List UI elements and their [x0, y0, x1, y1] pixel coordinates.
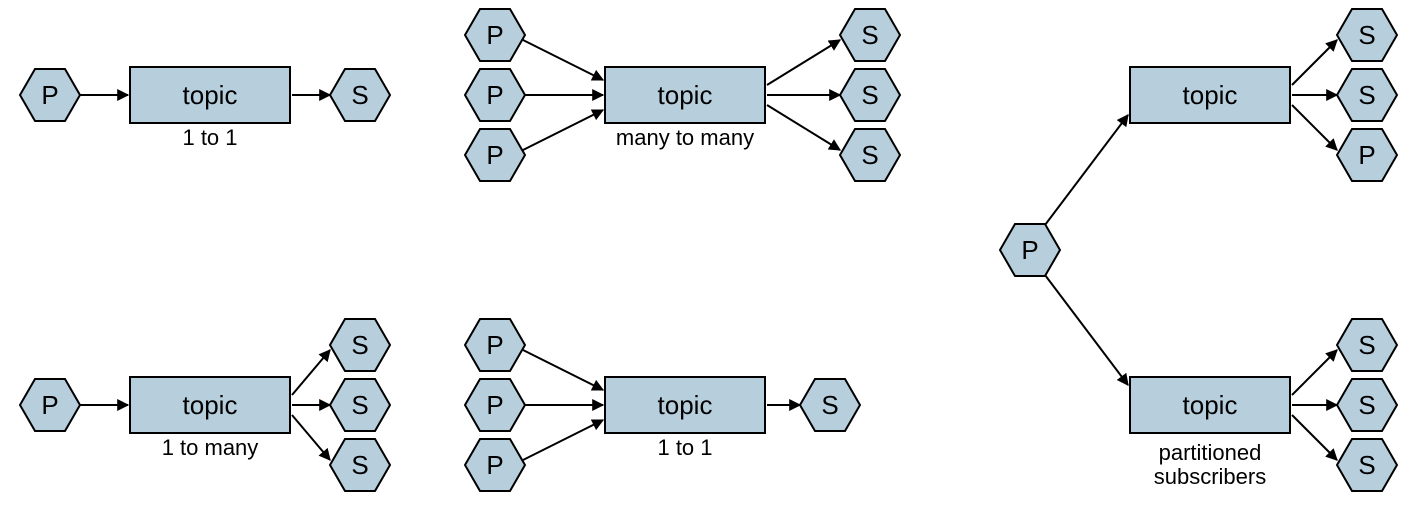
node-label: P [486, 390, 503, 420]
node-label: P [486, 20, 503, 50]
node-label: P [486, 330, 503, 360]
flow-arrow [292, 415, 330, 460]
flow-arrow [1292, 415, 1337, 460]
node-label: S [1358, 20, 1375, 50]
flow-arrow [1292, 40, 1337, 85]
diagram-caption: 1 to 1 [657, 435, 712, 460]
node-label: P [41, 390, 58, 420]
node-label: S [861, 80, 878, 110]
pubsub-patterns-diagram: topicPS1 to 1topicPPPSSSmany to manytopi… [0, 0, 1411, 514]
node-label: S [1358, 80, 1375, 110]
diagram-caption: 1 to 1 [182, 125, 237, 150]
node-label: P [1021, 235, 1038, 265]
diagram-many-to-one: topicPPPS1 to 1 [465, 319, 860, 491]
diagram-many-to-many: topicPPPSSSmany to many [465, 9, 900, 181]
flow-arrow [292, 350, 330, 395]
flow-arrow [767, 105, 840, 150]
topic-label: topic [183, 80, 238, 110]
node-label: P [41, 80, 58, 110]
flow-arrow [1045, 275, 1128, 385]
topic-label: topic [183, 390, 238, 420]
node-label: P [486, 140, 503, 170]
node-label: S [1358, 450, 1375, 480]
diagram-one-to-many: topicPSSS1 to many [20, 319, 390, 491]
flow-arrow [523, 350, 603, 390]
flow-arrow [523, 420, 603, 460]
node-label: S [821, 390, 838, 420]
diagram-caption: partitionedsubscribers [1154, 440, 1266, 489]
topic-label: topic [658, 390, 713, 420]
node-label: S [351, 80, 368, 110]
node-label: S [861, 140, 878, 170]
topic-label: topic [1183, 390, 1238, 420]
diagram-one-to-one: topic P S 1 to 1 [20, 67, 390, 150]
node-label: P [486, 80, 503, 110]
flow-arrow [1292, 105, 1337, 150]
topic-label: topic [1183, 80, 1238, 110]
node-label: S [861, 20, 878, 50]
flow-arrow [523, 110, 603, 150]
node-label: P [1358, 140, 1375, 170]
node-label: S [351, 450, 368, 480]
diagram-partitioned: topictopicPSSPSSSpartitionedsubscribers [1000, 9, 1397, 491]
node-label: S [1358, 390, 1375, 420]
flow-arrow [767, 40, 840, 85]
node-label: S [351, 330, 368, 360]
diagram-caption: many to many [616, 125, 754, 150]
node-label: S [1358, 330, 1375, 360]
diagram-caption: 1 to many [162, 435, 259, 460]
flow-arrow [523, 40, 603, 80]
flow-arrow [1292, 350, 1337, 395]
node-label: S [351, 390, 368, 420]
flow-arrow [1045, 115, 1128, 225]
topic-label: topic [658, 80, 713, 110]
node-label: P [486, 450, 503, 480]
